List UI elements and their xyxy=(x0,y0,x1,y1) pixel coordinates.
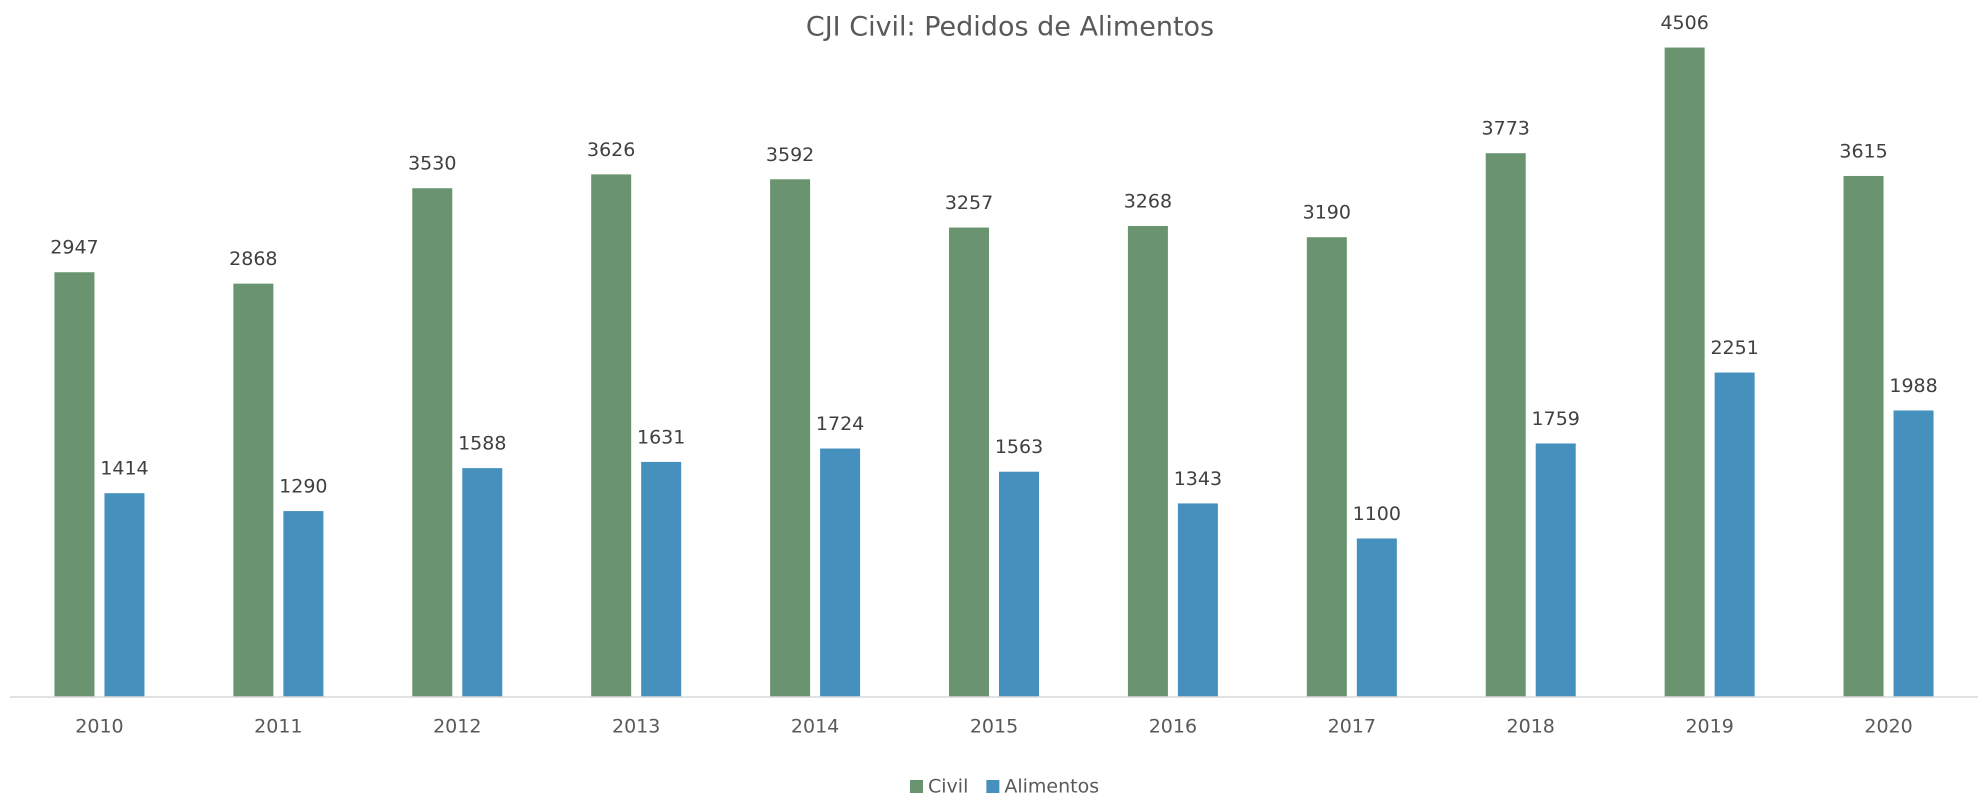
data-label: 3190 xyxy=(1303,202,1351,224)
legend-label: Alimentos xyxy=(1004,776,1099,798)
data-label: 3268 xyxy=(1124,190,1172,212)
x-tick-label: 2013 xyxy=(612,716,660,738)
bar xyxy=(820,448,861,697)
x-tick-label: 2012 xyxy=(433,716,481,738)
data-label: 1631 xyxy=(637,426,685,448)
x-tick-label: 2015 xyxy=(970,716,1018,738)
bar xyxy=(999,471,1039,697)
chart-title: CJI Civil: Pedidos de Alimentos xyxy=(806,12,1214,43)
data-label: 3257 xyxy=(945,192,993,214)
x-tick-label: 2017 xyxy=(1328,716,1376,738)
x-tick-label: 2020 xyxy=(1864,716,1912,738)
bar xyxy=(1893,410,1934,697)
bar xyxy=(283,511,324,697)
data-label: 4506 xyxy=(1660,12,1708,34)
data-label: 1724 xyxy=(816,413,864,435)
bar xyxy=(1485,153,1526,698)
x-tick-label: 2019 xyxy=(1685,716,1733,738)
bar xyxy=(641,461,682,697)
x-tick-label: 2014 xyxy=(791,716,839,738)
bar xyxy=(1664,47,1705,697)
x-tick-label: 2010 xyxy=(75,716,123,738)
data-label: 3626 xyxy=(587,139,635,161)
data-label: 1343 xyxy=(1174,468,1222,490)
bar xyxy=(591,174,632,697)
bar xyxy=(54,272,95,697)
bar xyxy=(1714,372,1755,697)
x-tick-label: 2016 xyxy=(1149,716,1197,738)
data-label: 3773 xyxy=(1482,118,1530,140)
data-label: 2868 xyxy=(229,248,277,270)
data-label: 1414 xyxy=(100,458,148,480)
bar xyxy=(412,188,453,698)
bar xyxy=(1177,503,1218,697)
data-label: 2947 xyxy=(50,237,98,259)
legend-label: Civil xyxy=(928,776,968,798)
bar xyxy=(1127,225,1168,697)
data-label: 3615 xyxy=(1839,140,1887,162)
bar xyxy=(1306,237,1347,697)
data-label: 1100 xyxy=(1353,503,1401,525)
data-label: 1588 xyxy=(458,433,506,455)
x-tick-label: 2011 xyxy=(254,716,302,738)
legend-swatch xyxy=(986,780,1000,793)
data-label: 2251 xyxy=(1710,337,1758,359)
x-tick-label: 2018 xyxy=(1507,716,1555,738)
data-label: 1988 xyxy=(1889,375,1937,397)
bar xyxy=(1356,538,1397,697)
data-label: 3592 xyxy=(766,144,814,166)
bar xyxy=(949,227,989,697)
bar xyxy=(1843,175,1884,697)
data-label: 1759 xyxy=(1532,408,1580,430)
data-label: 1563 xyxy=(995,436,1043,458)
bar xyxy=(104,493,145,697)
data-label: 1290 xyxy=(279,476,327,498)
bar xyxy=(1535,443,1576,697)
data-label: 3530 xyxy=(408,153,456,175)
bar xyxy=(770,179,811,698)
bar xyxy=(233,283,274,697)
legend-swatch xyxy=(910,780,923,793)
bar xyxy=(462,468,503,697)
